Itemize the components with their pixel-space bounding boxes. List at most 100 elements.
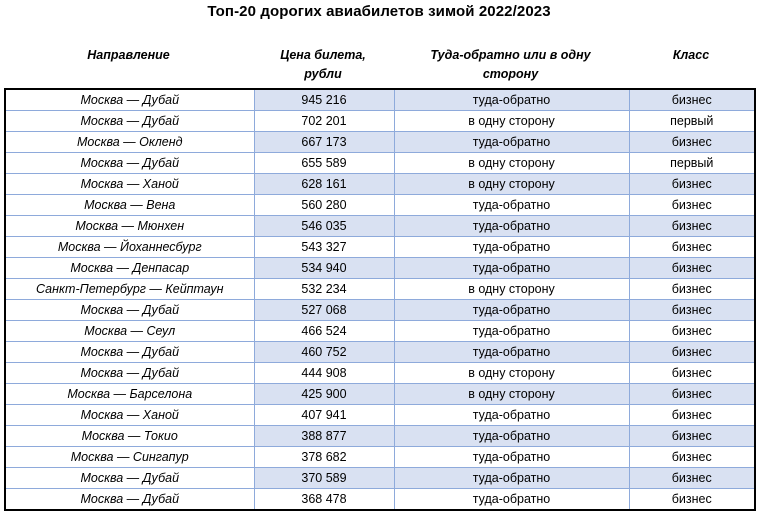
table-row: Москва — Вена 560 280 туда-обратно бизнес (4, 194, 756, 216)
cell-class: бизнес (628, 404, 756, 426)
table-row: Москва — Йоханнесбург 543 327 туда-обратно… (4, 236, 756, 258)
cell-direction: Москва — Токио (4, 425, 255, 447)
page-title: Топ-20 дорогих авиабилетов зимой 2022/20… (207, 3, 551, 20)
cell-direction: Москва — Дубай (4, 88, 255, 111)
cell-price: 655 589 (253, 152, 395, 174)
table-body: Москва — Дубай 945 216 туда-обратно бизнес М… (4, 88, 756, 511)
cell-trip: туда-обратно (393, 257, 630, 279)
cell-trip: туда-обратно (393, 404, 630, 426)
cell-class: бизнес (628, 383, 756, 405)
cell-class: бизнес (628, 299, 756, 321)
cell-direction: Москва — Сеул (4, 320, 255, 342)
cell-direction: Москва — Барселона (4, 383, 255, 405)
cell-price: 466 524 (253, 320, 395, 342)
cell-class: бизнес (628, 362, 756, 384)
cell-price: 532 234 (253, 278, 395, 300)
cell-trip: в одну сторону (393, 278, 630, 300)
cell-direction: Москва — Дубай (4, 152, 255, 174)
table-row: Москва — Сингапур 378 682 туда-обратно бизн… (4, 446, 756, 468)
tickets-table: Москва — Дубай 945 216 туда-обратно бизнес М… (4, 88, 756, 511)
cell-trip: туда-обратно (393, 88, 630, 111)
cell-class: первый (628, 110, 756, 132)
cell-direction: Москва — Дубай (4, 110, 255, 132)
cell-direction: Санкт-Петербург — Кейптаун (4, 278, 255, 300)
cell-trip: туда-обратно (393, 425, 630, 447)
cell-trip: туда-обратно (393, 215, 630, 237)
cell-direction: Москва — Йоханнесбург (4, 236, 255, 258)
cell-direction: Москва — Дубай (4, 362, 255, 384)
cell-trip: в одну сторону (393, 383, 630, 405)
cell-price: 702 201 (253, 110, 395, 132)
cell-class: бизнес (628, 425, 756, 447)
cell-trip: в одну сторону (393, 152, 630, 174)
cell-class: бизнес (628, 446, 756, 468)
column-header-direction: Направление (87, 48, 170, 62)
cell-class: бизнес (628, 194, 756, 216)
cell-direction: Москва — Вена (4, 194, 255, 216)
table-row: Москва — Мюнхен 546 035 туда-обратно бизнес (4, 215, 756, 237)
table-row: Москва — Ханой 628 161 в одну сторону бизне… (4, 173, 756, 195)
cell-direction: Москва — Ханой (4, 404, 255, 426)
column-header-trip-type: Туда-обратно или в одну сторону (430, 48, 591, 81)
cell-trip: туда-обратно (393, 488, 630, 511)
cell-price: 527 068 (253, 299, 395, 321)
table-row: Москва — Барселона 425 900 в одну сторону б… (4, 383, 756, 405)
cell-class: бизнес (628, 341, 756, 363)
cell-trip: туда-обратно (393, 299, 630, 321)
cell-trip: в одну сторону (393, 362, 630, 384)
cell-trip: в одну сторону (393, 173, 630, 195)
table-row: Москва — Дубай 702 201 в одну сторону первы… (4, 110, 756, 132)
table-row: Москва — Дубай 945 216 туда-обратно бизнес (4, 88, 756, 111)
cell-price: 368 478 (253, 488, 395, 511)
column-header-class: Класс (672, 48, 710, 62)
cell-class: бизнес (628, 173, 756, 195)
cell-price: 945 216 (253, 88, 395, 111)
cell-class: бизнес (628, 131, 756, 153)
cell-trip: в одну сторону (393, 110, 630, 132)
cell-direction: Москва — Сингапур (4, 446, 255, 468)
cell-price: 444 908 (253, 362, 395, 384)
table-row: Москва — Ханой 407 941 туда-обратно бизнес (4, 404, 756, 426)
cell-class: бизнес (628, 236, 756, 258)
table-row: Москва — Окленд 667 173 туда-обратно бизнес (4, 131, 756, 153)
cell-price: 534 940 (253, 257, 395, 279)
cell-class: первый (628, 152, 756, 174)
cell-direction: Москва — Ханой (4, 173, 255, 195)
table-row: Москва — Сеул 466 524 туда-обратно бизнес (4, 320, 756, 342)
cell-price: 425 900 (253, 383, 395, 405)
cell-class: бизнес (628, 278, 756, 300)
cell-price: 667 173 (253, 131, 395, 153)
cell-direction: Москва — Дубай (4, 299, 255, 321)
cell-price: 560 280 (253, 194, 395, 216)
cell-trip: туда-обратно (393, 236, 630, 258)
cell-price: 370 589 (253, 467, 395, 489)
cell-price: 407 941 (253, 404, 395, 426)
cell-direction: Москва — Денпасар (4, 257, 255, 279)
cell-direction: Москва — Дубай (4, 467, 255, 489)
cell-price: 378 682 (253, 446, 395, 468)
cell-direction: Москва — Дубай (4, 341, 255, 363)
table-row: Москва — Денпасар 534 940 туда-обратно бизн… (4, 257, 756, 279)
table-row: Москва — Дубай 444 908 в одну сторону бизне… (4, 362, 756, 384)
cell-direction: Москва — Дубай (4, 488, 255, 511)
cell-direction: Москва — Окленд (4, 131, 255, 153)
cell-class: бизнес (628, 488, 756, 511)
cell-class: бизнес (628, 88, 756, 111)
cell-price: 543 327 (253, 236, 395, 258)
cell-class: бизнес (628, 215, 756, 237)
cell-class: бизнес (628, 320, 756, 342)
table-row: Москва — Токио 388 877 туда-обратно бизнес (4, 425, 756, 447)
cell-direction: Москва — Мюнхен (4, 215, 255, 237)
table-row: Москва — Дубай 368 478 туда-обратно бизнес (4, 488, 756, 511)
cell-price: 628 161 (253, 173, 395, 195)
table-row: Москва — Дубай 460 752 туда-обратно бизнес (4, 341, 756, 363)
cell-trip: туда-обратно (393, 446, 630, 468)
table-row: Москва — Дубай 370 589 туда-обратно бизнес (4, 467, 756, 489)
cell-class: бизнес (628, 257, 756, 279)
cell-trip: туда-обратно (393, 341, 630, 363)
cell-price: 388 877 (253, 425, 395, 447)
cell-price: 546 035 (253, 215, 395, 237)
table-row: Санкт-Петербург — Кейптаун 532 234 в одну … (4, 278, 756, 300)
cell-trip: туда-обратно (393, 467, 630, 489)
